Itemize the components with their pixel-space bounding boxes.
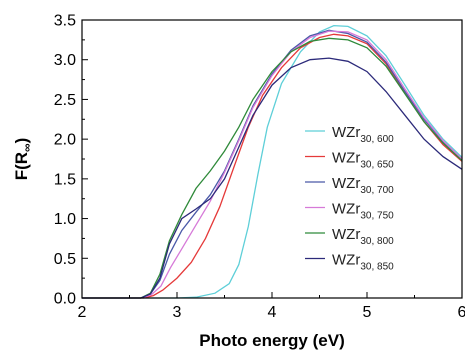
legend-label-main: WZr bbox=[332, 124, 360, 141]
y-tick-label: 1.5 bbox=[54, 171, 76, 188]
series-layer bbox=[82, 24, 463, 299]
legend-label-sub: 30, 750 bbox=[360, 211, 394, 222]
y-tick-label: 2.0 bbox=[54, 132, 76, 149]
legend-label-2: WZr30, 650 bbox=[332, 150, 394, 171]
legend-label-sub: 30, 600 bbox=[360, 134, 394, 145]
series-line-1 bbox=[82, 24, 463, 299]
legend-label-main: WZr bbox=[332, 175, 360, 192]
y-tick-label: 0.5 bbox=[54, 251, 76, 268]
x-tick-label: 3 bbox=[173, 304, 182, 321]
x-tick-label: 2 bbox=[78, 304, 87, 321]
series-line-6 bbox=[82, 57, 463, 299]
legend-label-4: WZr30, 750 bbox=[332, 201, 394, 222]
x-axis-title: Photo energy (eV) bbox=[199, 331, 344, 350]
legend-label-main: WZr bbox=[332, 201, 360, 218]
legend-label-main: WZr bbox=[332, 150, 360, 167]
legend-label-main: WZr bbox=[332, 252, 360, 269]
x-tick-label: 6 bbox=[458, 304, 465, 321]
y-axis-title-sub: ∞ bbox=[20, 143, 34, 152]
series-line-5 bbox=[82, 37, 463, 299]
legend-label-sub: 30, 800 bbox=[360, 236, 394, 247]
legend-label-6: WZr30, 850 bbox=[332, 252, 394, 273]
legend-label-3: WZr30, 700 bbox=[332, 175, 394, 196]
y-axis-title: F(R∞) bbox=[12, 138, 34, 181]
y-axis-title-main: F(R bbox=[12, 152, 31, 180]
legend-label-sub: 30, 650 bbox=[360, 160, 394, 171]
plot-frame bbox=[81, 19, 463, 299]
y-tick-label: 0.0 bbox=[54, 291, 76, 308]
legend-label-sub: 30, 850 bbox=[360, 262, 394, 273]
series-line-3 bbox=[82, 29, 463, 299]
x-tick-label: 5 bbox=[363, 304, 372, 321]
y-tick-label: 1.0 bbox=[54, 211, 76, 228]
series-line-4 bbox=[82, 30, 463, 299]
x-tick-label: 4 bbox=[268, 304, 277, 321]
y-tick-label: 3.5 bbox=[54, 13, 76, 30]
y-tick-label: 3.0 bbox=[54, 52, 76, 69]
y-tick-label: 2.5 bbox=[54, 92, 76, 109]
y-axis-title-close: ) bbox=[12, 138, 31, 144]
tick-layer: 2 3 4 5 6 0.0 0.5 1.0 1.5 2.0 2.5 3.0 3.5 bbox=[54, 13, 465, 322]
legend-label-1: WZr30, 600 bbox=[332, 124, 394, 145]
series-line-2 bbox=[82, 33, 463, 299]
legend-label-5: WZr30, 800 bbox=[332, 226, 394, 247]
legend-label-sub: 30, 700 bbox=[360, 185, 394, 196]
legend-label-main: WZr bbox=[332, 226, 360, 243]
